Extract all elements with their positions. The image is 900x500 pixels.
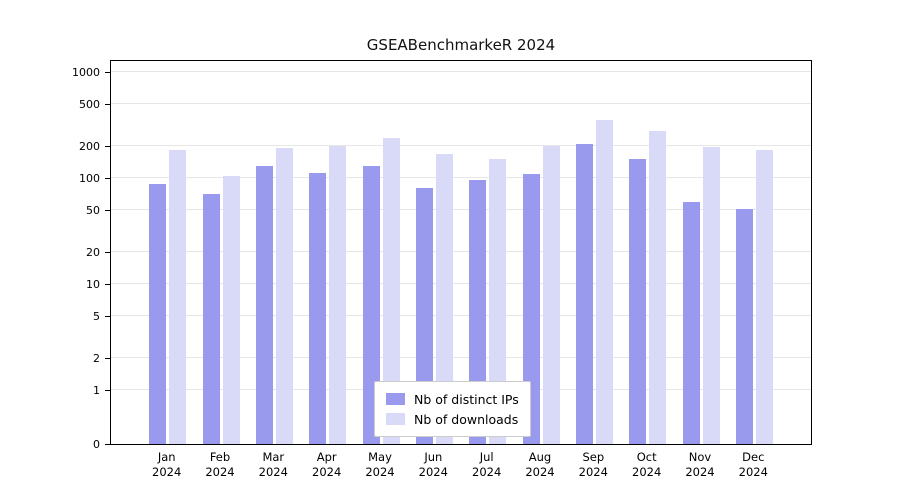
x-tick-label: Jan 2024 — [152, 450, 182, 479]
x-tick-label: Oct 2024 — [632, 450, 662, 479]
x-tick-label: Sep 2024 — [578, 450, 608, 479]
gridline — [111, 102, 811, 104]
bar-distinct-ips-feb — [202, 194, 220, 444]
x-tick-label: Dec 2024 — [738, 450, 768, 479]
legend-label-distinct-ips: Nb of distinct IPs — [414, 391, 519, 407]
bar-distinct-ips-aug — [522, 173, 540, 444]
y-tick-label: 200 — [79, 140, 100, 154]
bar-downloads-feb — [222, 175, 240, 444]
bar-distinct-ips-jan — [149, 183, 167, 444]
y-tick-mark — [105, 209, 110, 211]
bar-downloads-oct — [649, 130, 667, 444]
gridline — [111, 177, 811, 178]
y-tick-label: 100 — [79, 172, 100, 185]
legend-item-distinct-ips: Nb of distinct IPs — [386, 389, 519, 409]
y-tick-label: 10 — [86, 278, 100, 291]
y-tick-mark — [105, 284, 110, 285]
bar-downloads-nov — [702, 147, 720, 444]
legend-swatch-downloads — [386, 413, 405, 425]
bar-distinct-ips-dec — [735, 209, 753, 444]
x-tick-label: Jun 2024 — [418, 450, 448, 479]
bar-distinct-ips-sep — [575, 143, 593, 444]
y-tick-label: 500 — [79, 97, 100, 111]
y-tick-mark — [105, 358, 110, 360]
bar-downloads-jul — [489, 158, 507, 444]
legend-swatch-distinct-ips — [386, 393, 405, 405]
legend-item-downloads: Nb of downloads — [386, 409, 519, 429]
gridline — [111, 314, 811, 316]
y-tick-mark — [105, 146, 110, 148]
x-tick-label: Apr 2024 — [312, 450, 342, 479]
y-tick-label: 5 — [93, 309, 100, 323]
x-axis: Jan 2024 Feb 2024 Mar 2024 Apr 2024 May 2024 Jun 20… — [110, 446, 812, 492]
gridline — [111, 71, 811, 72]
bar-downloads-dec — [755, 149, 773, 444]
bar-downloads-apr — [329, 146, 347, 444]
y-tick-mark — [105, 103, 110, 105]
bar-distinct-ips-jul — [469, 180, 487, 444]
bar-downloads-jan — [169, 149, 187, 444]
gridline — [111, 145, 811, 147]
y-tick-label: 2 — [93, 352, 100, 366]
bar-downloads-sep — [595, 120, 613, 444]
bar-distinct-ips-mar — [255, 165, 273, 444]
legend-label-downloads: Nb of downloads — [414, 411, 519, 427]
y-tick-mark — [105, 390, 110, 391]
x-tick-label: Aug 2024 — [525, 450, 555, 479]
legend: Nb of distinct IPs Nb of downloads — [374, 381, 531, 437]
gridline — [111, 283, 811, 284]
x-tick-label: Jul 2024 — [472, 450, 502, 479]
y-tick-mark — [105, 72, 110, 73]
bar-distinct-ips-oct — [629, 159, 647, 444]
plot-area: Nb of distinct IPs Nb of downloads — [110, 60, 812, 445]
gridline — [111, 208, 811, 210]
y-axis: 0 1 2 5 10 20 50 100 200 500 1000 — [55, 60, 110, 451]
y-tick-label: 50 — [86, 203, 100, 217]
x-tick-label: May 2024 — [365, 450, 395, 479]
bar-downloads-mar — [275, 147, 293, 444]
x-tick-label: Feb 2024 — [205, 450, 235, 479]
y-tick-label: 1 — [93, 384, 100, 397]
y-tick-mark — [105, 178, 110, 179]
y-tick-mark — [105, 315, 110, 317]
x-tick-label: Mar 2024 — [258, 450, 288, 479]
chart-title: GSEABenchmarkeR 2024 — [366, 36, 556, 54]
y-tick-label: 1000 — [72, 66, 100, 79]
bar-distinct-ips-jun — [415, 188, 433, 444]
bar-downloads-jun — [435, 153, 453, 444]
bar-distinct-ips-apr — [309, 172, 327, 444]
y-tick-label: 0 — [93, 438, 100, 451]
bar-downloads-aug — [542, 146, 560, 444]
gridline — [111, 357, 811, 359]
y-tick-mark — [105, 252, 110, 254]
bar-downloads-may — [382, 137, 400, 444]
bar-distinct-ips-nov — [682, 201, 700, 444]
y-tick-mark — [105, 444, 110, 445]
y-tick-label: 20 — [86, 246, 100, 260]
bar-distinct-ips-may — [362, 165, 380, 444]
x-tick-label: Nov 2024 — [685, 450, 715, 479]
gridline — [111, 251, 811, 253]
